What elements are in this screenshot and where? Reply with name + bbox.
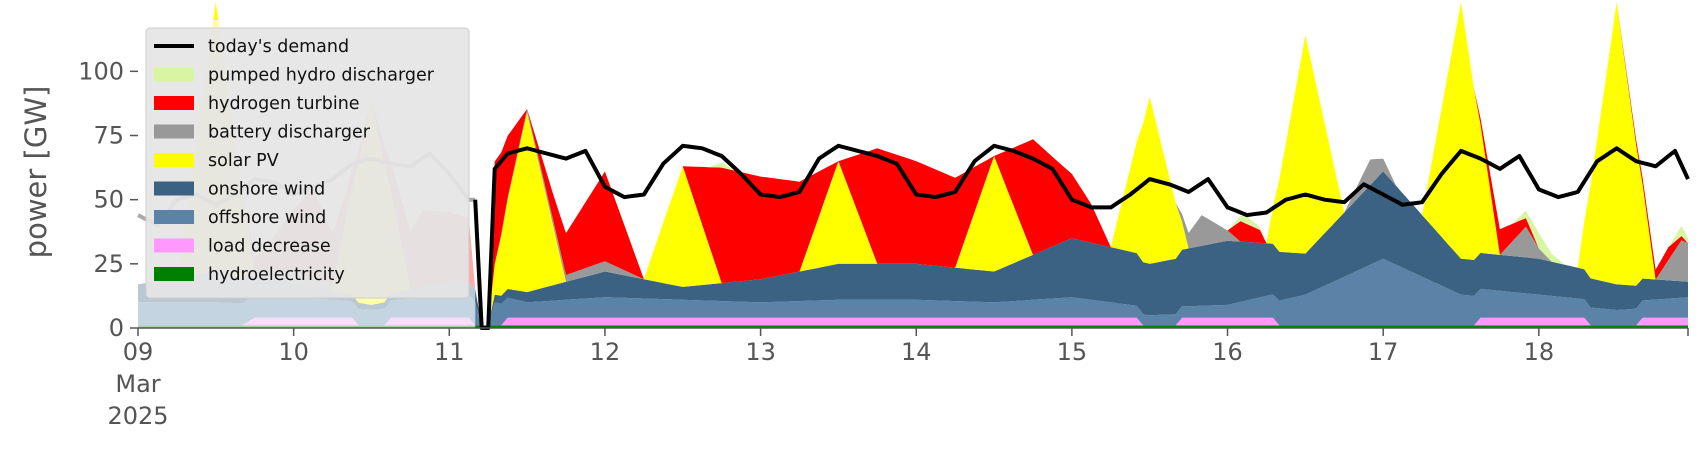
x-tick-label: 11 (434, 338, 465, 366)
x-tick-label: 18 (1524, 338, 1555, 366)
x-tick-label: 2025 (107, 402, 168, 430)
y-tick-label: 25 (93, 250, 124, 278)
series-layer (138, 2, 1688, 328)
legend-swatch-pumped-hydro-discharger (154, 67, 194, 82)
x-tick-label: 14 (901, 338, 932, 366)
y-tick-label: 50 (93, 186, 124, 214)
legend-label: hydrogen turbine (208, 94, 360, 114)
x-tick-label: Mar (115, 370, 160, 398)
x-tick-label: 09 (123, 338, 154, 366)
y-tick-label: 100 (78, 57, 124, 85)
legend-label: solar PV (208, 151, 279, 171)
x-tick-label: 13 (745, 338, 776, 366)
legend-swatch-hydroelectricity (154, 267, 194, 281)
area-battery-discharger (138, 2, 1688, 326)
area-hydrogen-turbine (138, 2, 1688, 326)
legend-label: today's demand (208, 37, 349, 57)
legend-label: load decrease (208, 237, 331, 257)
legend-label: pumped hydro discharger (208, 66, 435, 86)
axes: 0 25 50 75 100 09 Mar 2025 10 11 12 13 14 15 16 17 18 (78, 57, 1689, 430)
legend-box (145, 27, 470, 299)
y-tick-label: 75 (93, 122, 124, 150)
x-tick-label: 10 (278, 338, 309, 366)
x-tick-label: 17 (1368, 338, 1399, 366)
legend-swatch-hydrogen-turbine (154, 96, 194, 110)
legend-swatch-battery-discharger (154, 124, 194, 139)
area-onshore-wind (138, 171, 1688, 326)
legend-label: battery discharger (208, 123, 371, 143)
y-tick-label: 0 (109, 314, 124, 342)
legend-swatch-offshore-wind (154, 210, 194, 224)
area-offshore-wind (138, 258, 1688, 326)
legend-swatch-onshore-wind (154, 181, 194, 196)
area-load-decrease (138, 317, 1688, 326)
legend-swatch-solar-pv (154, 153, 194, 167)
legend-label: offshore wind (208, 208, 326, 228)
legend-label: onshore wind (208, 180, 325, 200)
legend: today's demand pumped hydro discharger hyd… (145, 27, 470, 299)
y-axis-title: power [GW] (19, 86, 53, 259)
x-tick-label: 15 (1057, 338, 1088, 366)
legend-label: hydroelectricity (208, 265, 345, 285)
x-tick-label: 16 (1212, 338, 1243, 366)
x-tick-label: 12 (590, 338, 621, 366)
legend-swatch-load-decrease (154, 238, 194, 253)
area-solar-pv (138, 2, 1688, 326)
line-today-s-demand (473, 143, 1690, 330)
